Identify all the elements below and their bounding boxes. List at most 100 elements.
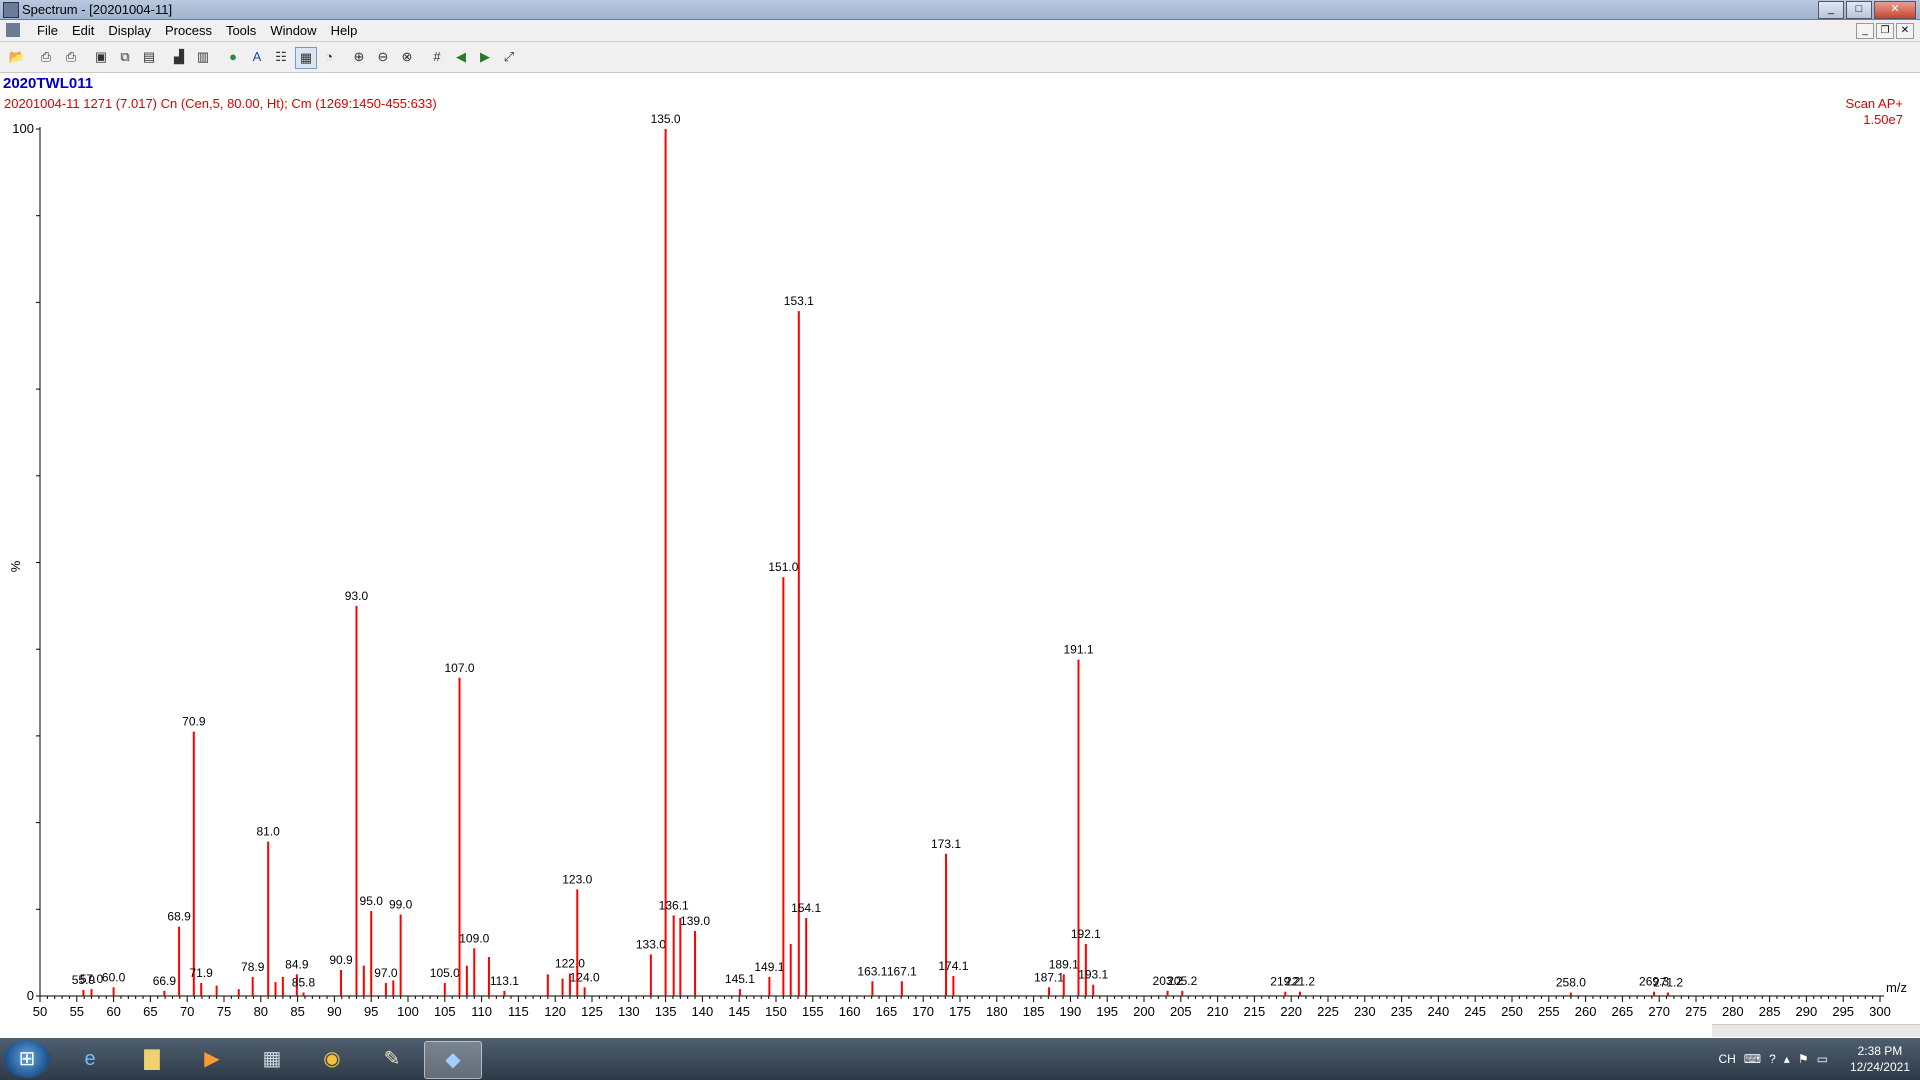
x-tick-label: 300 (1869, 1004, 1891, 1019)
peak-label: 68.9 (167, 910, 191, 924)
display-icon[interactable]: ▭ (1816, 1052, 1828, 1066)
x-tick-label: 85 (290, 1004, 304, 1019)
copy-picture-icon[interactable]: ▣ (94, 49, 108, 64)
close-button[interactable]: ✕ (1874, 1, 1916, 19)
peak-label: 219.2 (1270, 975, 1300, 989)
scan-mode: Scan AP+ (1845, 96, 1903, 111)
menu-edit[interactable]: Edit (71, 23, 95, 38)
x-tick-label: 70 (180, 1004, 194, 1019)
peak-label: 153.1 (784, 294, 814, 308)
peak-label: 133.0 (636, 937, 666, 951)
display-mode-icon[interactable]: ▦ (295, 47, 317, 69)
x-tick-label: 240 (1428, 1004, 1450, 1019)
spectrum-view[interactable] (0, 73, 1920, 1031)
forward-arrow-icon[interactable]: ▶ (480, 49, 490, 64)
print-preview-icon[interactable]: ⎙ (65, 49, 77, 64)
x-tick-label: 250 (1501, 1004, 1523, 1019)
x-tick-label: 80 (254, 1004, 268, 1019)
x-tick-label: 75 (217, 1004, 231, 1019)
copy-icon[interactable]: ⧉ (120, 49, 130, 64)
masslynx-icon[interactable]: ◆ (424, 1041, 482, 1079)
menu-process[interactable]: Process (164, 23, 212, 38)
peak-label: 135.0 (651, 112, 681, 126)
menu-help[interactable]: Help (330, 23, 358, 38)
peak-label: 122.0 (555, 956, 585, 970)
app-icon[interactable] (3, 2, 19, 18)
paste-icon[interactable]: ▤ (142, 49, 156, 64)
menu-display[interactable]: Display (108, 23, 151, 38)
peak-label: 105.0 (430, 966, 460, 980)
x-tick-label: 95 (364, 1004, 378, 1019)
y-tick-label: 100 (12, 121, 34, 136)
timer-icon[interactable]: ◔ (325, 49, 333, 64)
text-icon[interactable]: A (252, 49, 262, 64)
peak-label: 145.1 (725, 972, 755, 986)
x-tick-label: 195 (1096, 1004, 1118, 1019)
x-tick-label: 180 (986, 1004, 1008, 1019)
peak-label: 258.0 (1556, 976, 1586, 990)
language-indicator[interactable]: CH (1718, 1052, 1736, 1066)
doc-minimize-button[interactable]: _ (1856, 23, 1874, 39)
peak-label: 192.1 (1071, 927, 1101, 941)
maximize-button[interactable]: □ (1846, 1, 1872, 19)
x-tick-label: 120 (544, 1004, 566, 1019)
x-tick-label: 140 (692, 1004, 714, 1019)
minimize-button[interactable]: _ (1818, 1, 1844, 19)
calculator-icon[interactable]: ▦ (262, 1048, 282, 1070)
start-button[interactable]: ⊞ (4, 1040, 50, 1078)
system-tray: CH ⌨ ? ▴ ⚑ ▭ 2:38 PM 12/24/2021 (1718, 1042, 1910, 1076)
flag-icon[interactable]: ⚑ (1797, 1052, 1809, 1066)
x-tick-label: 105 (434, 1004, 456, 1019)
base-peak-intensity: 1.50e7 (1863, 112, 1903, 127)
help-icon[interactable]: ? (1769, 1052, 1776, 1066)
x-tick-label: 165 (876, 1004, 898, 1019)
chrome-icon[interactable]: ◉ (323, 1048, 341, 1070)
fit-icon[interactable]: ⤢ (503, 49, 515, 64)
zoom-reset-icon[interactable]: ⊗ (401, 49, 413, 64)
grid-icon[interactable]: # (433, 49, 441, 64)
peak-label: 173.1 (931, 837, 961, 851)
peak-label: 269.3 (1639, 975, 1669, 989)
peak-label: 71.9 (190, 966, 214, 980)
clock[interactable]: 2:38 PM 12/24/2021 (1850, 1043, 1910, 1075)
menu-file[interactable]: File (37, 23, 58, 38)
toolbar: 📂 ⎙ ⎙ ▣ ⧉ ▤ ▟ ▥ ● A ☷ ▦ ◔ ⊕ ⊖ ⊗ # ◀ ▶ ⤢ (0, 42, 1920, 73)
x-tick-label: 285 (1759, 1004, 1781, 1019)
menu-window[interactable]: Window (270, 23, 317, 38)
x-tick-label: 235 (1391, 1004, 1413, 1019)
globe-icon[interactable]: ● (229, 49, 237, 64)
peak-label: 174.1 (938, 959, 968, 973)
document-icon[interactable] (6, 23, 20, 37)
peak-label: 107.0 (445, 661, 475, 675)
mass-spectrum-chart[interactable]: 0 100% 50 55 60 65 70 75 80 85 90 95 100 105 110 115 120… (0, 73, 1920, 1031)
back-arrow-icon[interactable]: ◀ (456, 49, 466, 64)
print-icon[interactable]: ⎙ (40, 49, 52, 64)
keyboard-icon[interactable]: ⌨ (1743, 1052, 1762, 1066)
y-tick-label: 0 (27, 988, 34, 1003)
peak-label: 123.0 (562, 872, 592, 886)
menu-tools[interactable]: Tools (225, 23, 257, 38)
peak-label: 93.0 (345, 589, 369, 603)
horizontal-scrollbar[interactable] (1712, 1024, 1920, 1037)
peak-label: 66.9 (153, 974, 177, 988)
x-tick-label: 175 (949, 1004, 971, 1019)
library-icon[interactable]: ▥ (196, 49, 210, 64)
open-icon[interactable]: 📂 (8, 49, 26, 64)
network-icon[interactable]: ▴ (1783, 1052, 1790, 1066)
x-tick-label: 270 (1648, 1004, 1670, 1019)
spectrum-icon[interactable]: ▟ (174, 49, 184, 64)
zoom-in-icon[interactable]: ⊕ (353, 49, 365, 64)
doc-close-button[interactable]: ✕ (1896, 23, 1914, 39)
peak-label: 193.1 (1078, 968, 1108, 982)
paint-icon[interactable]: ✎ (383, 1048, 401, 1070)
peak-list-icon[interactable]: ☷ (275, 49, 287, 64)
explorer-icon[interactable]: ▇ (144, 1048, 160, 1070)
peak-label: 221.2 (1285, 975, 1315, 989)
ie-icon[interactable]: e (84, 1048, 96, 1070)
zoom-out-icon[interactable]: ⊖ (377, 49, 389, 64)
peak-label: 151.0 (768, 560, 798, 574)
media-player-icon[interactable]: ▶ (204, 1048, 220, 1070)
doc-restore-button[interactable]: ❐ (1876, 23, 1894, 39)
peak-label: 90.9 (329, 953, 353, 967)
x-tick-label: 110 (471, 1004, 492, 1019)
